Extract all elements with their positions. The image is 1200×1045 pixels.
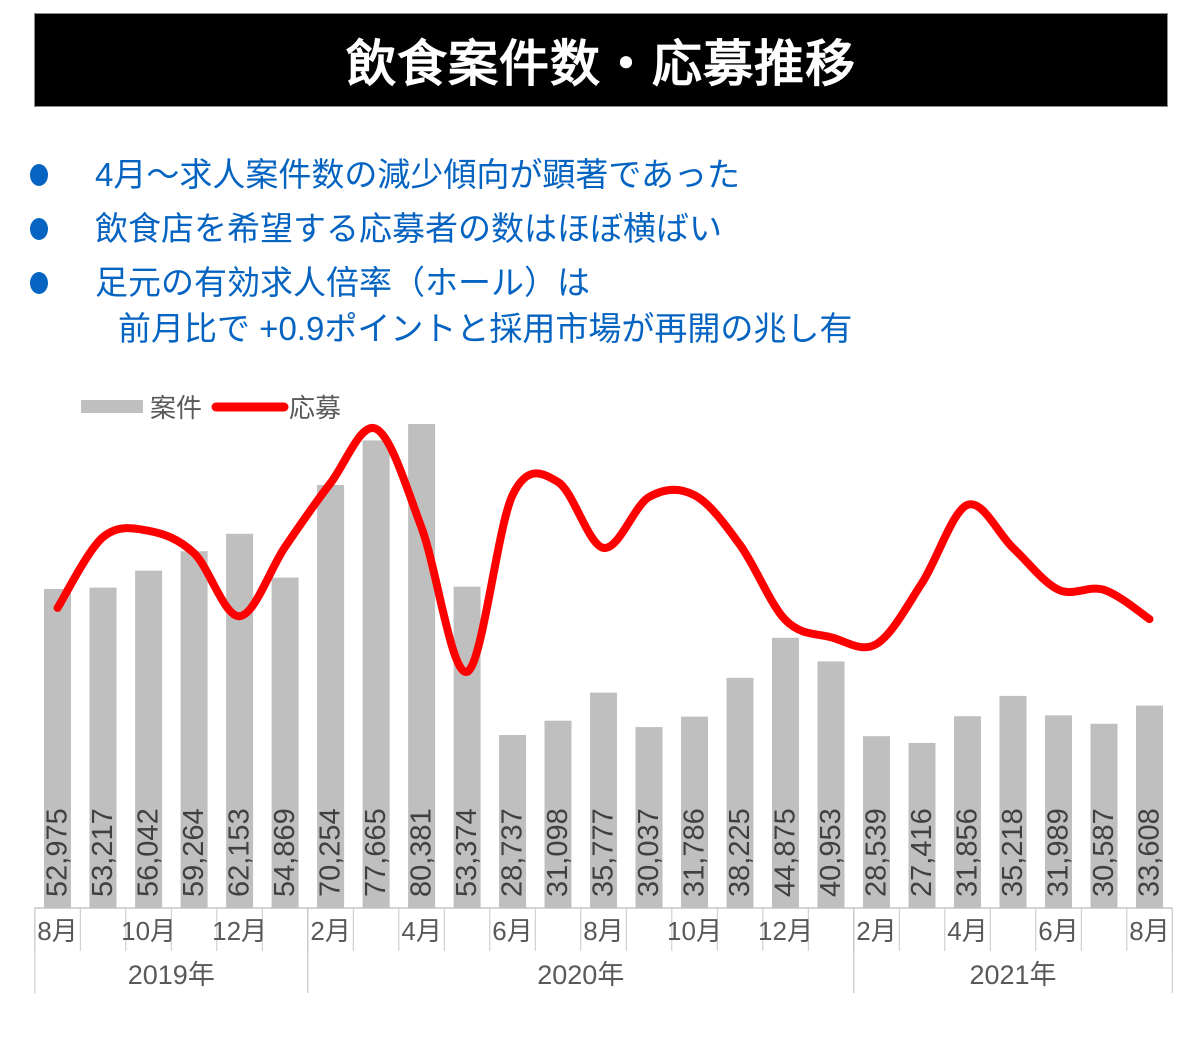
bar-value-label: 31,989 bbox=[1043, 808, 1075, 897]
bar bbox=[590, 692, 617, 908]
bar bbox=[1136, 705, 1163, 908]
bar-value-label: 52,975 bbox=[42, 808, 74, 897]
title-banner: 飲食案件数・応募推移 bbox=[34, 13, 1168, 107]
bullet-text: 4月～求人案件数の減少傾向が顕著であった bbox=[95, 156, 741, 193]
legend-bar-swatch bbox=[81, 400, 143, 413]
month-label: 10月 bbox=[667, 916, 722, 946]
bullet-text: 足元の有効求人倍率（ホール）は bbox=[95, 264, 590, 301]
year-label: 2020年 bbox=[537, 960, 624, 990]
bar bbox=[817, 661, 845, 908]
bar-value-label: 59,264 bbox=[178, 808, 210, 897]
bar-value-label: 28,539 bbox=[861, 808, 893, 897]
bullet-dot-icon bbox=[30, 272, 48, 294]
bar-value-label: 27,416 bbox=[906, 808, 938, 897]
bar bbox=[863, 736, 890, 908]
bar-value-label: 31,098 bbox=[542, 808, 574, 897]
month-label: 12月 bbox=[212, 916, 267, 946]
bar-value-label: 38,225 bbox=[724, 808, 756, 897]
bar-value-label: 54,869 bbox=[269, 808, 301, 897]
year-label: 2021年 bbox=[969, 960, 1056, 990]
bar bbox=[362, 440, 390, 908]
bar-value-label: 62,153 bbox=[224, 808, 256, 897]
month-label: 8月 bbox=[1129, 916, 1169, 946]
bullet-item-continuation: 前月比で +0.9ポイントと採用市場が再開の兆し有 bbox=[30, 312, 852, 346]
bar bbox=[544, 720, 572, 908]
bar-value-label: 70,254 bbox=[315, 808, 347, 897]
bar bbox=[89, 587, 117, 908]
bullet-item: 飲食店を希望する応募者の数はほぼ横ばい bbox=[30, 212, 852, 246]
bullet-list: 4月～求人案件数の減少傾向が顕著であった 飲食店を希望する応募者の数はほぼ横ばい… bbox=[30, 158, 852, 366]
bullet-dot-icon bbox=[30, 164, 48, 186]
bar-value-label: 33,608 bbox=[1134, 808, 1166, 897]
page-title: 飲食案件数・応募推移 bbox=[346, 36, 856, 92]
bar-value-label: 56,042 bbox=[133, 808, 165, 897]
bar-value-label: 80,381 bbox=[406, 808, 438, 897]
bar bbox=[954, 716, 981, 908]
bullet-text: 前月比で +0.9ポイントと採用市場が再開の兆し有 bbox=[118, 310, 853, 347]
bar bbox=[44, 589, 71, 908]
month-label: 8月 bbox=[37, 916, 77, 946]
month-label: 2月 bbox=[856, 916, 896, 946]
bar-value-label: 31,856 bbox=[952, 808, 984, 897]
bar-value-label: 53,217 bbox=[87, 808, 119, 897]
bullet-item: 4月～求人案件数の減少傾向が顕著であった bbox=[30, 158, 852, 192]
bar-value-label: 40,953 bbox=[815, 808, 847, 897]
month-label: 10月 bbox=[121, 916, 176, 946]
month-label: 2月 bbox=[310, 916, 350, 946]
bar-value-label: 53,374 bbox=[451, 808, 483, 897]
applications-line bbox=[53, 424, 1154, 676]
bar bbox=[226, 533, 254, 908]
bar bbox=[908, 742, 936, 908]
bar bbox=[681, 716, 708, 908]
bullet-text: 飲食店を希望する応募者の数はほぼ横ばい bbox=[95, 210, 722, 247]
bar bbox=[180, 551, 208, 908]
legend-label-line: 応募 bbox=[289, 393, 341, 423]
bar bbox=[135, 570, 163, 908]
bar bbox=[999, 695, 1027, 908]
bar bbox=[1090, 723, 1118, 908]
bar-value-label: 30,587 bbox=[1088, 808, 1120, 897]
legend-label-bar: 案件 bbox=[150, 393, 202, 423]
month-label: 8月 bbox=[583, 916, 623, 946]
bar-value-label: 35,218 bbox=[997, 808, 1029, 897]
month-label: 4月 bbox=[947, 916, 987, 946]
bar-value-label: 30,037 bbox=[633, 808, 665, 897]
bar-value-label: 31,786 bbox=[679, 808, 711, 897]
bar bbox=[635, 727, 663, 908]
bar bbox=[726, 677, 754, 908]
bar-value-label: 44,875 bbox=[770, 808, 802, 897]
bar-value-label: 28,737 bbox=[497, 808, 529, 897]
bar bbox=[772, 637, 799, 908]
month-label: 4月 bbox=[401, 916, 441, 946]
bullet-item: 足元の有効求人倍率（ホール）は bbox=[30, 266, 852, 300]
month-label: 12月 bbox=[758, 916, 813, 946]
month-label: 6月 bbox=[492, 916, 532, 946]
bar-value-label: 35,777 bbox=[588, 808, 620, 897]
month-label: 6月 bbox=[1038, 916, 1078, 946]
bar-value-label: 77,665 bbox=[360, 808, 392, 897]
bar bbox=[317, 485, 345, 908]
bar bbox=[499, 735, 527, 908]
bar bbox=[271, 577, 299, 908]
bar bbox=[1045, 715, 1072, 908]
year-label: 2019年 bbox=[128, 960, 215, 990]
bullet-dot-icon bbox=[30, 218, 48, 240]
